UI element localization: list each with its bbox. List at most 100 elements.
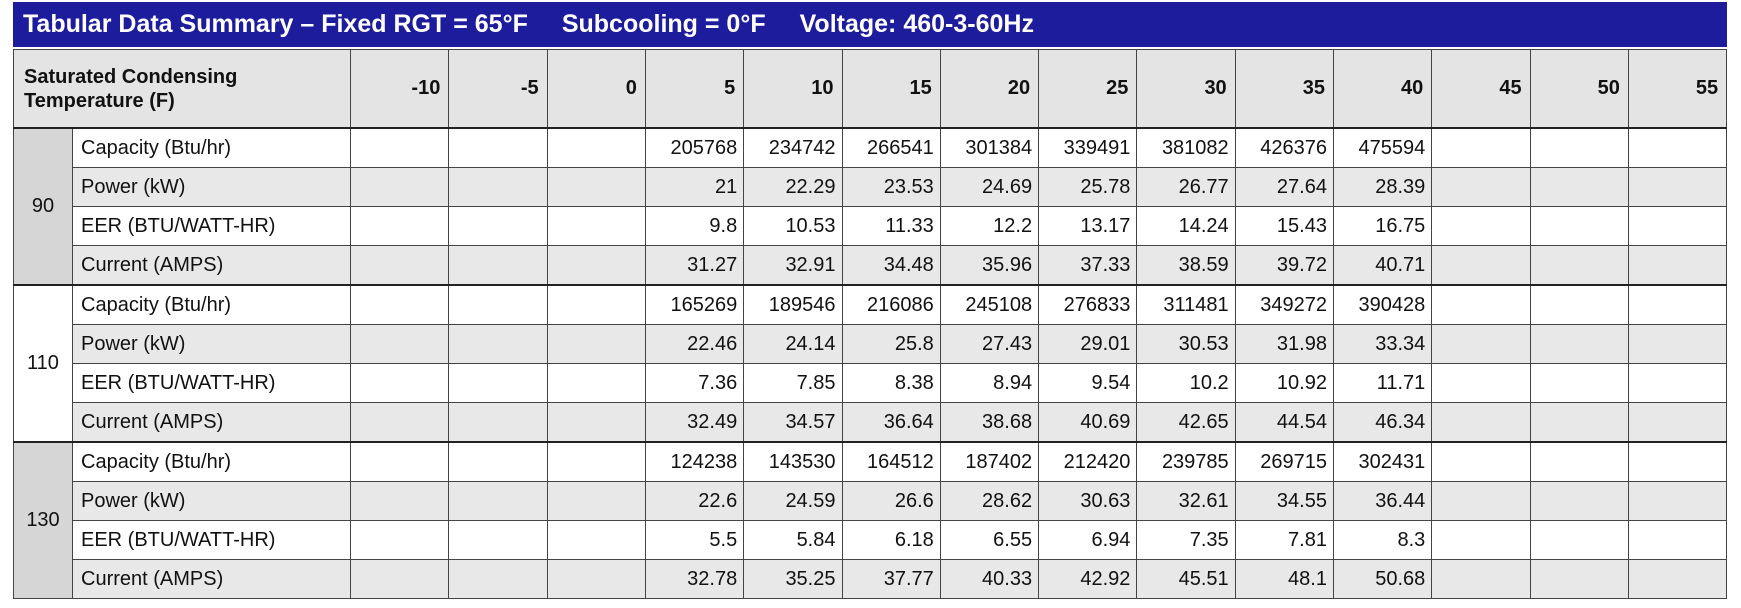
empty-cell (546, 284, 646, 325)
table-row: Current (AMPS) 32.49 34.57 36.64 38.68 40.69 4… (14, 402, 1728, 443)
table-row: Power (kW) 22.6 24.59 26.6 28.62 30.63 32.61 34… (14, 481, 1728, 521)
cell: 42.65 (1136, 402, 1236, 443)
cell: 35.96 (939, 245, 1040, 286)
empty-cell (1627, 167, 1728, 207)
empty-cell (1627, 363, 1728, 403)
empty-cell (448, 441, 548, 482)
table-row: Current (AMPS) 31.27 32.91 34.48 35.96 37.33 3… (14, 245, 1728, 286)
cell: 34.57 (743, 402, 843, 443)
table-body: 90 Capacity (Btu/hr) 205768 234742 266541 301… (13, 127, 1728, 599)
cell: 40.69 (1038, 402, 1138, 443)
cell: 26.6 (841, 481, 941, 521)
column-header: 25 (1038, 49, 1138, 129)
cell: 25.78 (1038, 167, 1138, 207)
cell: 339491 (1038, 127, 1138, 168)
empty-cell (546, 127, 646, 168)
column-header: 5 (644, 49, 745, 129)
group-label: 90 (13, 127, 73, 286)
cell: 9.8 (644, 206, 745, 246)
cell: 44.54 (1234, 402, 1334, 443)
empty-cell (1627, 284, 1728, 325)
group-label: 110 (13, 284, 73, 443)
cell: 32.91 (743, 245, 843, 286)
cell: 25.8 (841, 324, 941, 364)
cell: 24.14 (743, 324, 843, 364)
empty-cell (1431, 559, 1531, 599)
cell: 32.49 (644, 402, 745, 443)
cell: 5.5 (644, 520, 745, 560)
cell: 6.94 (1038, 520, 1138, 560)
cell: 32.61 (1136, 481, 1236, 521)
column-header: -10 (350, 49, 450, 129)
cell: 8.3 (1332, 520, 1433, 560)
empty-cell (546, 402, 646, 443)
header-row: Saturated Condensing Temperature (F) -10… (12, 49, 1728, 129)
empty-cell (350, 324, 450, 364)
title-bar: Tabular Data Summary – Fixed RGT = 65°F S… (13, 2, 1727, 47)
cell: 266541 (841, 127, 941, 168)
empty-cell (350, 402, 450, 443)
empty-cell (350, 559, 450, 599)
empty-cell (1431, 324, 1531, 364)
empty-cell (1529, 245, 1629, 286)
row-label: Current (AMPS) (71, 245, 352, 286)
empty-cell (1431, 127, 1531, 168)
cell: 23.53 (841, 167, 941, 207)
cell: 8.94 (939, 363, 1040, 403)
table-row: Power (kW) 22.46 24.14 25.8 27.43 29.01 30.53 3… (14, 324, 1728, 364)
cell: 205768 (644, 127, 745, 168)
cell: 48.1 (1234, 559, 1334, 599)
empty-cell (448, 402, 548, 443)
table-row: Current (AMPS) 32.78 35.25 37.77 40.33 42.92 4… (14, 559, 1728, 599)
empty-cell (546, 324, 646, 364)
column-header: -5 (448, 49, 548, 129)
cell: 36.44 (1332, 481, 1433, 521)
empty-cell (448, 324, 548, 364)
cell: 124238 (644, 441, 745, 482)
empty-cell (1627, 206, 1728, 246)
cell: 28.62 (939, 481, 1040, 521)
cell: 7.85 (743, 363, 843, 403)
empty-cell (448, 127, 548, 168)
empty-cell (1529, 206, 1629, 246)
empty-cell (1529, 363, 1629, 403)
empty-cell (1627, 245, 1728, 286)
cell: 9.54 (1038, 363, 1138, 403)
cell: 14.24 (1136, 206, 1236, 246)
cell: 46.34 (1332, 402, 1433, 443)
empty-cell (350, 206, 450, 246)
column-header: 30 (1136, 49, 1236, 129)
cell: 426376 (1234, 127, 1334, 168)
cell: 381082 (1136, 127, 1236, 168)
cell: 30.53 (1136, 324, 1236, 364)
row-label: Capacity (Btu/hr) (71, 127, 352, 168)
cell: 276833 (1038, 284, 1138, 325)
cell: 10.92 (1234, 363, 1334, 403)
cell: 5.84 (743, 520, 843, 560)
cell: 7.36 (644, 363, 745, 403)
cell: 15.43 (1234, 206, 1334, 246)
empty-cell (448, 167, 548, 207)
empty-cell (448, 520, 548, 560)
cell: 27.64 (1234, 167, 1334, 207)
row-label: EER (BTU/WATT-HR) (71, 363, 352, 403)
empty-cell (1627, 324, 1728, 364)
empty-cell (546, 245, 646, 286)
empty-cell (1627, 481, 1728, 521)
title-part: Subcooling = 0°F (561, 10, 766, 38)
empty-cell (546, 441, 646, 482)
cell: 21 (644, 167, 745, 207)
cell: 390428 (1332, 284, 1433, 325)
column-header: 40 (1332, 49, 1433, 129)
empty-cell (350, 127, 450, 168)
cell: 22.6 (644, 481, 745, 521)
empty-cell (1431, 441, 1531, 482)
table-row: 90 Capacity (Btu/hr) 205768 234742 266541 301… (13, 127, 1728, 286)
empty-cell (1627, 520, 1728, 560)
empty-cell (448, 559, 548, 599)
empty-cell (350, 245, 450, 286)
empty-cell (350, 441, 450, 482)
empty-cell (546, 559, 646, 599)
empty-cell (1627, 559, 1728, 599)
cell: 31.27 (644, 245, 745, 286)
